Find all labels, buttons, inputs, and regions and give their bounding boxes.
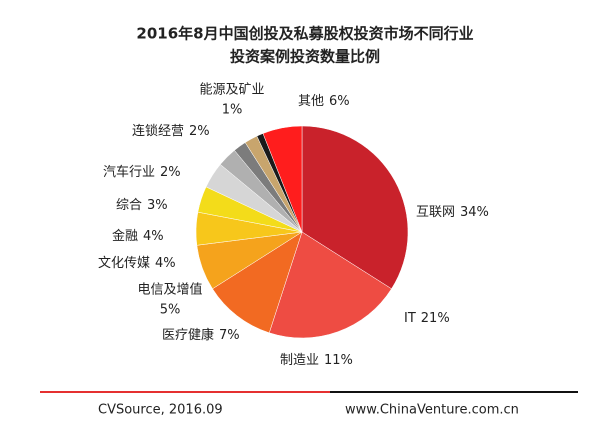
slice-value: 2%: [160, 165, 181, 180]
slice-name: 互联网: [416, 205, 455, 220]
slice-name: 其他: [298, 94, 324, 109]
pie-slice: [262, 125, 303, 233]
slice-label: 其他 6%: [298, 94, 350, 109]
slice-name: 连锁经营: [132, 123, 184, 139]
source: CVSource, 2016.09: [98, 403, 223, 418]
pie-slice: [301, 125, 409, 290]
slice-label: 综合 3%: [116, 198, 168, 213]
slice-label: IT 21%: [404, 311, 450, 326]
slice-name: IT: [404, 311, 416, 326]
slice-name: 综合: [116, 198, 142, 213]
slice-value: 3%: [147, 198, 168, 213]
slice-value: 21%: [421, 311, 450, 326]
slice-value: 4%: [143, 229, 164, 244]
slice-name: 制造业: [280, 353, 319, 368]
slice-value: 5%: [160, 303, 181, 318]
chart-title: 2016年8月中国创投及私募股权投资市场不同行业: [136, 25, 473, 43]
slice-name: 汽车行业: [103, 164, 155, 180]
slice-label: 能源及矿业: [199, 83, 264, 98]
slice-name: 医疗健康: [162, 327, 214, 343]
slice-value: 34%: [460, 205, 489, 220]
slice-name: 文化传媒: [98, 256, 150, 271]
slice-value: 2%: [189, 124, 210, 139]
slice-value: 11%: [324, 353, 353, 368]
chart-title: 投资案例投资数量比例: [230, 48, 380, 66]
slice-value: 7%: [219, 328, 240, 343]
slice-label: 互联网 34%: [416, 205, 489, 220]
slice-label: 金融 4%: [112, 228, 164, 244]
slice-label: 电信及增值: [137, 282, 202, 298]
slice-name: 金融: [112, 228, 138, 244]
slice-value: 6%: [329, 94, 350, 109]
pie-slice: [212, 231, 303, 334]
slice-value: 1%: [222, 103, 243, 118]
slice-label: 医疗健康 7%: [162, 327, 240, 343]
slice-label: 文化传媒 4%: [98, 256, 176, 271]
slice-value: 4%: [155, 256, 176, 271]
pie-slice: [268, 231, 392, 339]
slice-label: 制造业 11%: [280, 353, 353, 368]
slice-label: 汽车行业 2%: [103, 164, 181, 180]
slice-label: 连锁经营 2%: [132, 123, 210, 139]
website: www.ChinaVenture.com.cn: [345, 403, 519, 418]
